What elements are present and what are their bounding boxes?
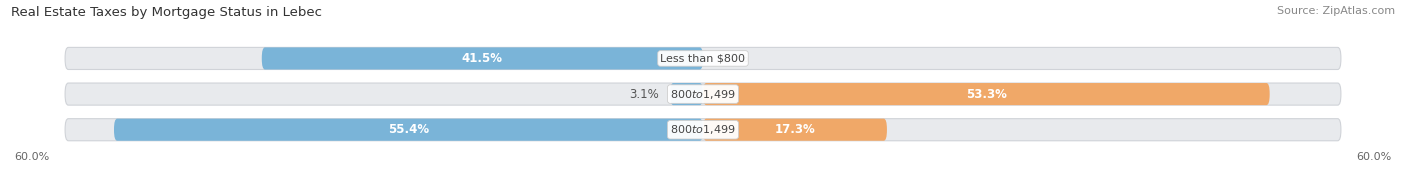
- FancyBboxPatch shape: [703, 119, 887, 141]
- FancyBboxPatch shape: [262, 47, 703, 70]
- FancyBboxPatch shape: [65, 47, 1341, 70]
- FancyBboxPatch shape: [65, 119, 1341, 141]
- Text: Source: ZipAtlas.com: Source: ZipAtlas.com: [1277, 6, 1395, 16]
- Text: $800 to $1,499: $800 to $1,499: [671, 88, 735, 101]
- Text: 55.4%: 55.4%: [388, 123, 429, 136]
- Text: 0.0%: 0.0%: [718, 52, 748, 65]
- Text: 60.0%: 60.0%: [1357, 152, 1392, 162]
- FancyBboxPatch shape: [703, 83, 1270, 105]
- Text: 41.5%: 41.5%: [463, 52, 503, 65]
- Text: Real Estate Taxes by Mortgage Status in Lebec: Real Estate Taxes by Mortgage Status in …: [11, 6, 322, 19]
- FancyBboxPatch shape: [114, 119, 703, 141]
- Text: 17.3%: 17.3%: [775, 123, 815, 136]
- FancyBboxPatch shape: [65, 83, 1341, 105]
- Text: 53.3%: 53.3%: [966, 88, 1007, 101]
- FancyBboxPatch shape: [671, 83, 703, 105]
- Text: 60.0%: 60.0%: [14, 152, 49, 162]
- Text: $800 to $1,499: $800 to $1,499: [671, 123, 735, 136]
- Text: Less than $800: Less than $800: [661, 54, 745, 64]
- Text: 3.1%: 3.1%: [630, 88, 659, 101]
